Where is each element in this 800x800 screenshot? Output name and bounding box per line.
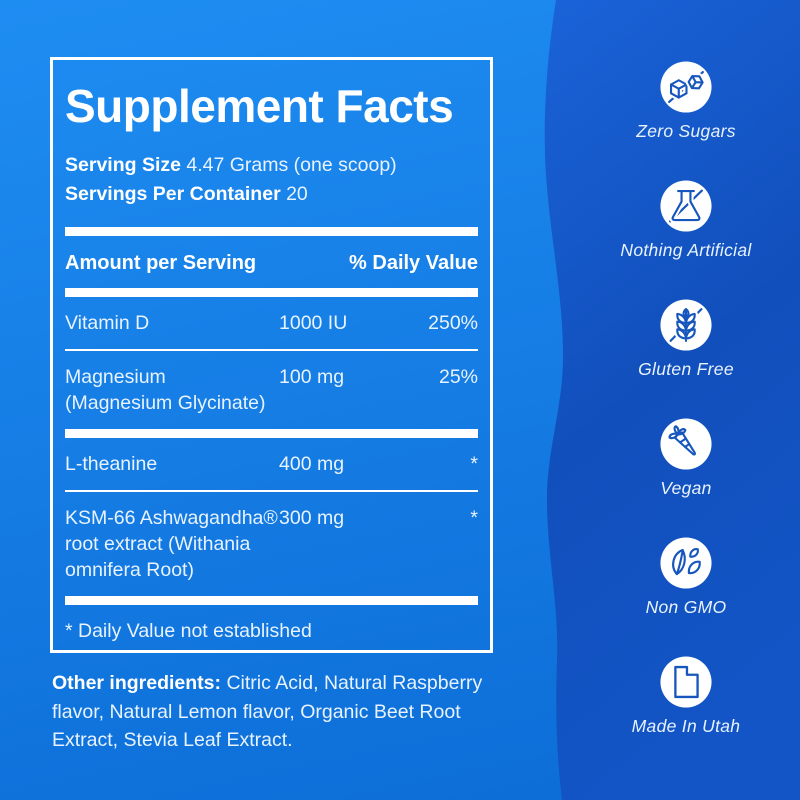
non-gmo-icon	[659, 536, 713, 590]
other-ingredients: Other ingredients: Citric Acid, Natural …	[52, 669, 490, 755]
nutrient-amount: 300 mg	[279, 507, 345, 529]
nutrient-name: KSM-66 Ashwagandha® root extract (Withan…	[65, 507, 278, 581]
nutrient-row: Vitamin D 1000 IU 250%	[65, 297, 478, 349]
other-ingredients-text: Citric Acid, Natural Raspberry flavor, N…	[52, 672, 483, 751]
nutrient-name: L-theanine	[65, 453, 158, 475]
zero-sugars-icon	[659, 60, 713, 114]
servings-per-container-label: Servings Per Container	[65, 183, 281, 205]
separator-thick	[65, 429, 478, 438]
daily-value-header: % Daily Value	[349, 252, 478, 274]
badge-label: Non GMO	[645, 597, 727, 617]
serving-size-value: 4.47 Grams (one scoop)	[186, 154, 397, 176]
badge: Gluten Free	[638, 298, 734, 380]
serving-info: Serving Size 4.47 Grams (one scoop) Serv…	[65, 151, 478, 209]
badge: Vegan	[659, 417, 713, 499]
nutrient-dv: *	[470, 453, 478, 475]
badge-label: Made In Utah	[631, 716, 741, 736]
nutrient-amount: 400 mg	[279, 453, 345, 475]
badge-label: Nothing Artificial	[620, 240, 752, 260]
made-in-utah-icon	[659, 655, 713, 709]
nutrient-dv: *	[470, 507, 478, 529]
table-header: Amount per Serving % Daily Value	[65, 236, 478, 288]
separator-thin	[65, 490, 478, 492]
nutrient-amount: 100 mg	[279, 366, 345, 388]
badge: Zero Sugars	[636, 60, 736, 142]
badge: Non GMO	[646, 536, 727, 618]
nutrient-row: L-theanine 400 mg *	[65, 438, 478, 490]
nutrient-row: KSM-66 Ashwagandha® root extract (Withan…	[65, 492, 478, 596]
vegan-icon	[659, 417, 713, 471]
other-ingredients-label: Other ingredients:	[52, 672, 222, 694]
nothing-artificial-icon	[659, 179, 713, 233]
nutrient-amount: 1000 IU	[279, 312, 348, 334]
supplement-facts-panel: Supplement Facts Serving Size 4.47 Grams…	[50, 57, 493, 653]
badge: Nothing Artificial	[620, 179, 751, 261]
separator-thin	[65, 349, 478, 351]
servings-per-container-line: Servings Per Container 20	[65, 180, 478, 209]
amount-header: Amount per Serving	[65, 252, 257, 274]
badge: Made In Utah	[632, 655, 741, 737]
nutrient-rows: Vitamin D 1000 IU 250% Magnesium (Magnesium…	[65, 297, 478, 605]
nutrient-name: Magnesium (Magnesium Glycinate)	[65, 366, 266, 414]
separator-thick	[65, 288, 478, 297]
separator-thick	[65, 227, 478, 236]
panel-title: Supplement Facts	[65, 80, 454, 132]
nutrient-dv: 250%	[428, 312, 478, 334]
daily-value-footnote: * Daily Value not established	[65, 620, 312, 642]
badge-label: Zero Sugars	[636, 121, 736, 141]
nutrient-row: Magnesium (Magnesium Glycinate) 100 mg 25%	[65, 351, 478, 429]
serving-size-label: Serving Size	[65, 154, 181, 176]
servings-per-container-value: 20	[286, 183, 308, 205]
separator-thick	[65, 596, 478, 605]
badge-label: Gluten Free	[638, 359, 734, 379]
gluten-free-icon	[659, 298, 713, 352]
serving-size-line: Serving Size 4.47 Grams (one scoop)	[65, 151, 478, 180]
badge-label: Vegan	[660, 478, 712, 498]
nutrient-dv: 25%	[438, 366, 478, 388]
nutrient-name: Vitamin D	[65, 312, 150, 334]
badge-column: Zero Sugars Nothing Artificial Gluten Fr…	[604, 60, 768, 737]
